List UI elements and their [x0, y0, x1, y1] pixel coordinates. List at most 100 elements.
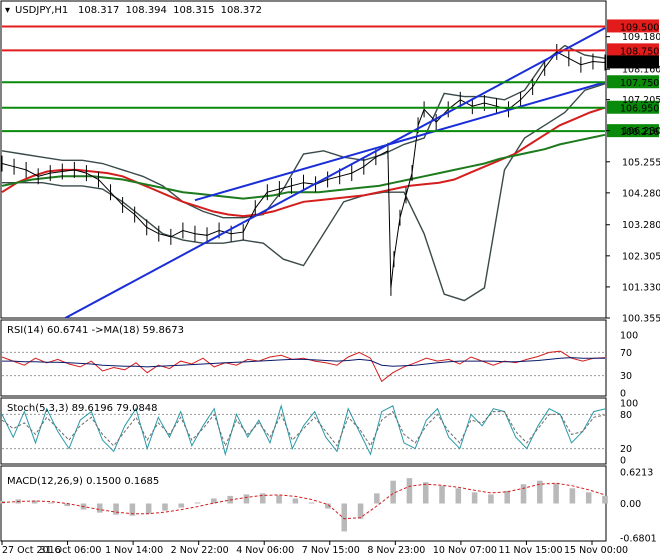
rsi-tick-label: 100 — [620, 331, 638, 342]
macd-histogram-bar — [308, 502, 315, 504]
macd-histogram-bar — [194, 502, 201, 504]
current-price-tag — [607, 55, 659, 69]
chart-symbol: USDJPY,H1 — [15, 5, 68, 16]
macd-histogram-bar — [520, 484, 527, 504]
price-tick-label: 106.230 — [622, 126, 660, 137]
time-tick-label: 4 Nov 06:00 — [236, 545, 294, 556]
time-tick-label: 1 Nov 14:00 — [105, 545, 163, 556]
macd-histogram-bar — [145, 503, 152, 514]
rsi-ma-line — [2, 357, 605, 368]
macd-histogram-bar — [455, 488, 462, 504]
price-tick-label: 107.205 — [622, 95, 660, 106]
level-tag — [607, 75, 659, 89]
time-tick-label: 8 Nov 23:00 — [367, 545, 425, 556]
stoch-tick-label: 100 — [620, 399, 638, 410]
bollinger-upper-line — [1, 44, 606, 219]
macd-histogram-bar — [276, 495, 282, 504]
level-tag-label: 106.950 — [620, 104, 659, 115]
macd-histogram-bar — [64, 503, 70, 507]
macd-histogram-bar — [537, 480, 543, 504]
level-tag-label: 108.750 — [620, 46, 659, 57]
ohlc-readout: 108.317 108.394 108.315 108.372 — [78, 5, 262, 16]
time-tick-label: 10 Nov 07:00 — [433, 545, 497, 556]
stoch-tick-label: 80 — [620, 410, 632, 421]
symbol-icon: ▾ — [5, 5, 10, 16]
stoch-label: Stoch(5,3,3) 89.6196 79.0848 — [7, 403, 158, 414]
price-tick-label: 102.305 — [622, 251, 660, 262]
macd-histogram-bar — [422, 482, 429, 504]
macd-histogram-bar — [488, 494, 494, 504]
macd-histogram-bar — [178, 503, 185, 508]
level-tag — [607, 43, 659, 57]
price-tick-label: 104.280 — [622, 188, 660, 199]
channel-line-1 — [64, 27, 606, 319]
macd-histogram-bar — [374, 493, 380, 504]
macd-histogram-bar — [325, 503, 331, 509]
macd-histogram-bar — [243, 494, 250, 504]
level-tag-label: 106.216 — [620, 127, 659, 138]
level-tag-label: 109.500 — [620, 22, 659, 33]
macd-signal-line — [1, 482, 606, 520]
price-tick-label: 105.255 — [622, 157, 660, 168]
time-tick-label: 2 Nov 22:00 — [171, 545, 229, 556]
macd-histogram-bar — [162, 503, 168, 511]
stoch-d-line — [1, 410, 606, 448]
moving-average-line-2 — [1, 133, 606, 200]
macd-histogram-bar — [31, 500, 38, 504]
price-tick-label: 100.355 — [622, 314, 660, 325]
time-tick-label: 11 Nov 15:00 — [498, 545, 562, 556]
macd-histogram-bar — [48, 502, 54, 504]
macd-histogram-bar — [504, 490, 510, 504]
level-tag — [607, 100, 659, 114]
rsi-label: RSI(14) 60.6741 ->MA(18) 59.8673 — [7, 325, 184, 336]
macd-tick-label: 0.00 — [620, 499, 641, 510]
bollinger-lower-line — [2, 83, 606, 302]
macd-histogram-bar — [553, 483, 559, 504]
macd-histogram-bar — [292, 498, 299, 504]
time-tick-label: 7 Nov 15:00 — [302, 545, 360, 556]
macd-histogram-bar — [211, 498, 217, 504]
macd-histogram-bar — [129, 503, 136, 516]
macd-histogram-bar — [569, 488, 576, 504]
current-price-label: 108.372 — [620, 58, 659, 69]
price-tick-label: 109.180 — [622, 32, 660, 43]
macd-histogram-bar — [113, 503, 119, 515]
stoch-tick-label: 0 — [620, 456, 626, 467]
price-tick-label: 108.160 — [622, 65, 660, 76]
price-series — [1, 43, 606, 296]
horizontal-levels[interactable]: 109.500 108.750 107.750 106.950 106.216 — [2, 19, 659, 138]
macd-histogram-bar — [406, 478, 413, 504]
stoch-pane[interactable] — [0, 397, 607, 465]
price-pane[interactable] — [0, 0, 607, 319]
macd-histogram-bar — [259, 493, 266, 504]
rsi-tick-label: 30 — [620, 371, 632, 382]
price-tick-label: 103.280 — [622, 220, 660, 231]
channel-line-2 — [194, 81, 606, 202]
rsi-indicator: 100 70 30 0 — [1, 331, 638, 400]
macd-tick-label: 0.6213 — [620, 468, 653, 479]
rsi-tick-label: 0 — [620, 389, 626, 400]
macd-label: MACD(12,26,9) 0.1500 0.1685 — [7, 476, 159, 487]
macd-histogram-bar — [602, 495, 608, 504]
bollinger-bands — [1, 44, 606, 302]
macd-indicator: 0.6213 0.00 -0.6801 — [0, 468, 657, 545]
moving-averages — [1, 106, 606, 218]
rsi-line — [1, 350, 606, 383]
channel-lines — [64, 27, 606, 319]
level-tag — [607, 19, 659, 33]
level-tag — [607, 124, 659, 138]
price-tick-label: 101.330 — [622, 282, 660, 293]
macd-histogram-bar — [390, 480, 396, 504]
stoch-tick-label: 20 — [620, 444, 632, 455]
rsi-tick-label: 70 — [620, 348, 632, 359]
time-tick-label: 31 Oct 06:00 — [40, 545, 102, 556]
macd-tick-label: -0.6801 — [620, 534, 657, 545]
macd-histogram-bar — [471, 492, 478, 504]
level-tag-label: 107.750 — [620, 78, 659, 89]
price-axis: 109.180 108.160 107.205 106.230 105.255 104.2… — [606, 32, 660, 325]
macd-histogram-bar — [341, 503, 348, 532]
time-tick-label: 15 Nov 00:00 — [564, 545, 628, 556]
